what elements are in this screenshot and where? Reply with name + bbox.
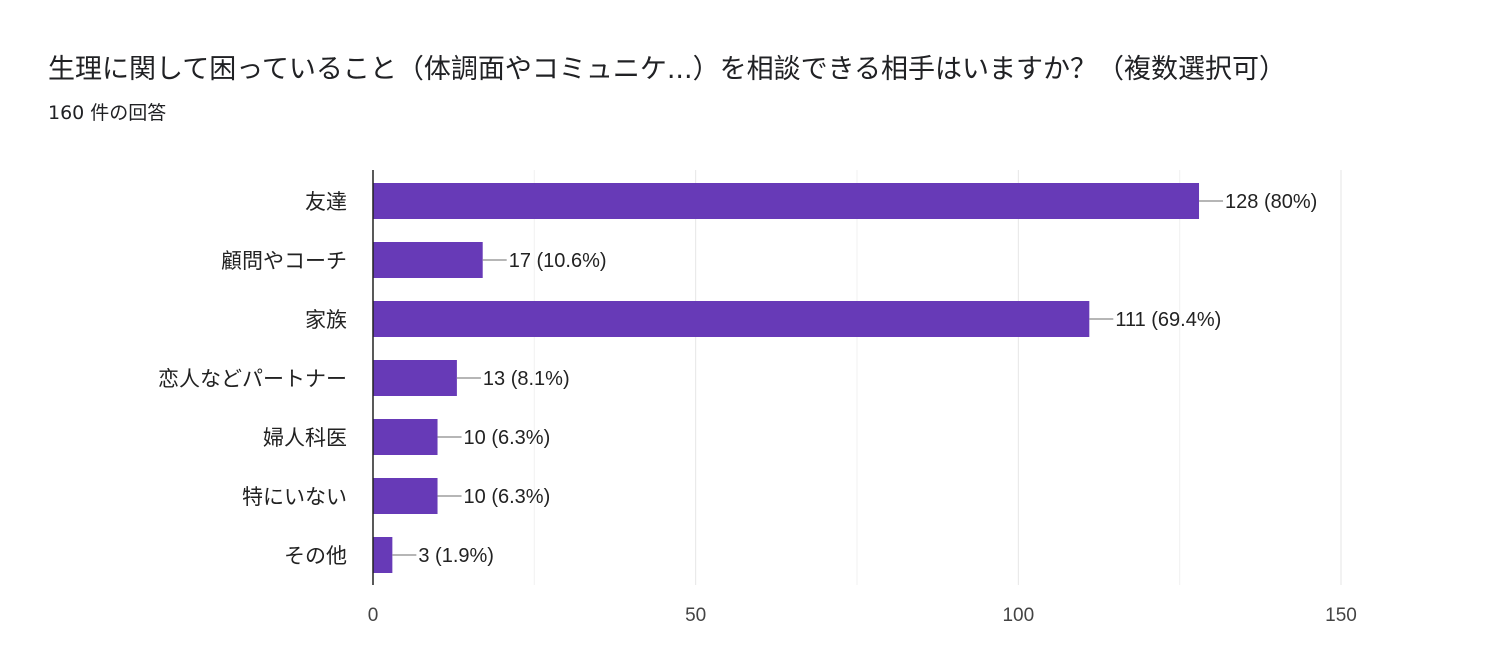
x-tick-label: 150 [1325,605,1357,626]
category-label: 友達 [305,190,347,214]
category-label: その他 [284,544,347,568]
bar [373,301,1090,337]
category-label: 婦人科医 [263,426,347,450]
bar [373,537,393,573]
data-label: 10 (6.3%) [464,486,551,508]
x-tick-label: 50 [685,605,706,626]
bar [373,242,483,278]
data-label: 128 (80%) [1225,191,1317,213]
response-count: 160 件の回答 [48,102,167,124]
category-label: 顧問やコーチ [221,249,347,273]
x-tick-label: 100 [1002,605,1034,626]
category-label: 家族 [305,308,347,332]
category-label: 恋人などパートナー [158,367,347,391]
data-label: 10 (6.3%) [464,427,551,449]
bar [373,419,438,455]
data-label: 111 (69.4%) [1115,309,1221,331]
bar [373,183,1200,219]
data-label: 13 (8.1%) [483,368,570,390]
data-label: 3 (1.9%) [418,545,494,567]
bar [373,478,438,514]
chart-title: 生理に関して困っていること（体調面やコミュニケ...）を相談できる相手はいますか… [48,54,1287,85]
category-label: 特にいない [242,485,347,509]
data-label: 17 (10.6%) [509,250,607,272]
x-tick-label: 0 [368,605,379,626]
bar [373,360,457,396]
